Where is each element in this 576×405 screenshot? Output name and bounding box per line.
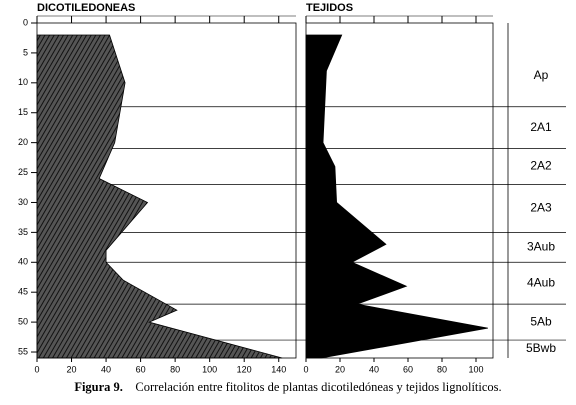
y-tick-label: 45: [18, 287, 28, 297]
x-tick-label: 0: [34, 364, 39, 374]
horizon-label: Ap: [534, 68, 549, 82]
horizon-label: 3Aub: [527, 240, 555, 254]
chart: DICOTILEDONEAS TEJIDOS 0 20 40 60 80 100 120 14…: [18, 2, 566, 374]
caption-text: Correlación entre fitolitos de plantas d…: [135, 380, 502, 394]
y-tick-label: 25: [18, 167, 28, 177]
y-tick-label: 50: [18, 316, 28, 326]
x-tick-label: 60: [136, 364, 146, 374]
y-tick-label: 5: [23, 47, 28, 57]
caption-label: Figura 9.: [74, 380, 123, 394]
x-tick-label: 40: [101, 364, 111, 374]
panel-frame: [36, 22, 297, 359]
y-tick-label: 15: [18, 107, 28, 117]
panel-title: DICOTILEDONEAS: [37, 2, 135, 14]
horizon-label: 2A1: [530, 120, 552, 134]
x-tick-label: 100: [202, 364, 217, 374]
x-tick-label: 80: [170, 364, 180, 374]
horizon-label: 2A2: [530, 159, 552, 173]
y-tick-label: 55: [18, 346, 28, 356]
horizon-label: 4Aub: [527, 275, 555, 289]
y-tick-label: 0: [23, 17, 28, 27]
y-tick-label: 35: [18, 227, 28, 237]
x-tick-label: 40: [369, 364, 379, 374]
x-tick-label: 20: [67, 364, 77, 374]
profile-area: [305, 34, 488, 359]
horizon-label: 2A3: [530, 201, 552, 215]
x-tick-label: 20: [335, 364, 345, 374]
y-tick-label: 40: [18, 257, 28, 267]
horizon-label: 5Bwb: [526, 341, 556, 355]
x-tick-label: 60: [403, 364, 413, 374]
x-tick-label: 100: [468, 364, 483, 374]
profile-area: [36, 34, 283, 359]
y-tick-label: 20: [18, 137, 28, 147]
caption: Figura 9. Correlación entre fitolitos de…: [0, 380, 576, 395]
panel-title: TEJIDOS: [306, 2, 353, 14]
horizon-label: 5Ab: [530, 314, 552, 328]
y-tick-label: 10: [18, 77, 28, 87]
x-tick-label: 140: [271, 364, 286, 374]
x-tick-label: 0: [303, 364, 308, 374]
panel-frame: [305, 22, 494, 359]
x-tick-label: 80: [437, 364, 447, 374]
x-tick-label: 120: [237, 364, 252, 374]
y-tick-label: 30: [18, 197, 28, 207]
